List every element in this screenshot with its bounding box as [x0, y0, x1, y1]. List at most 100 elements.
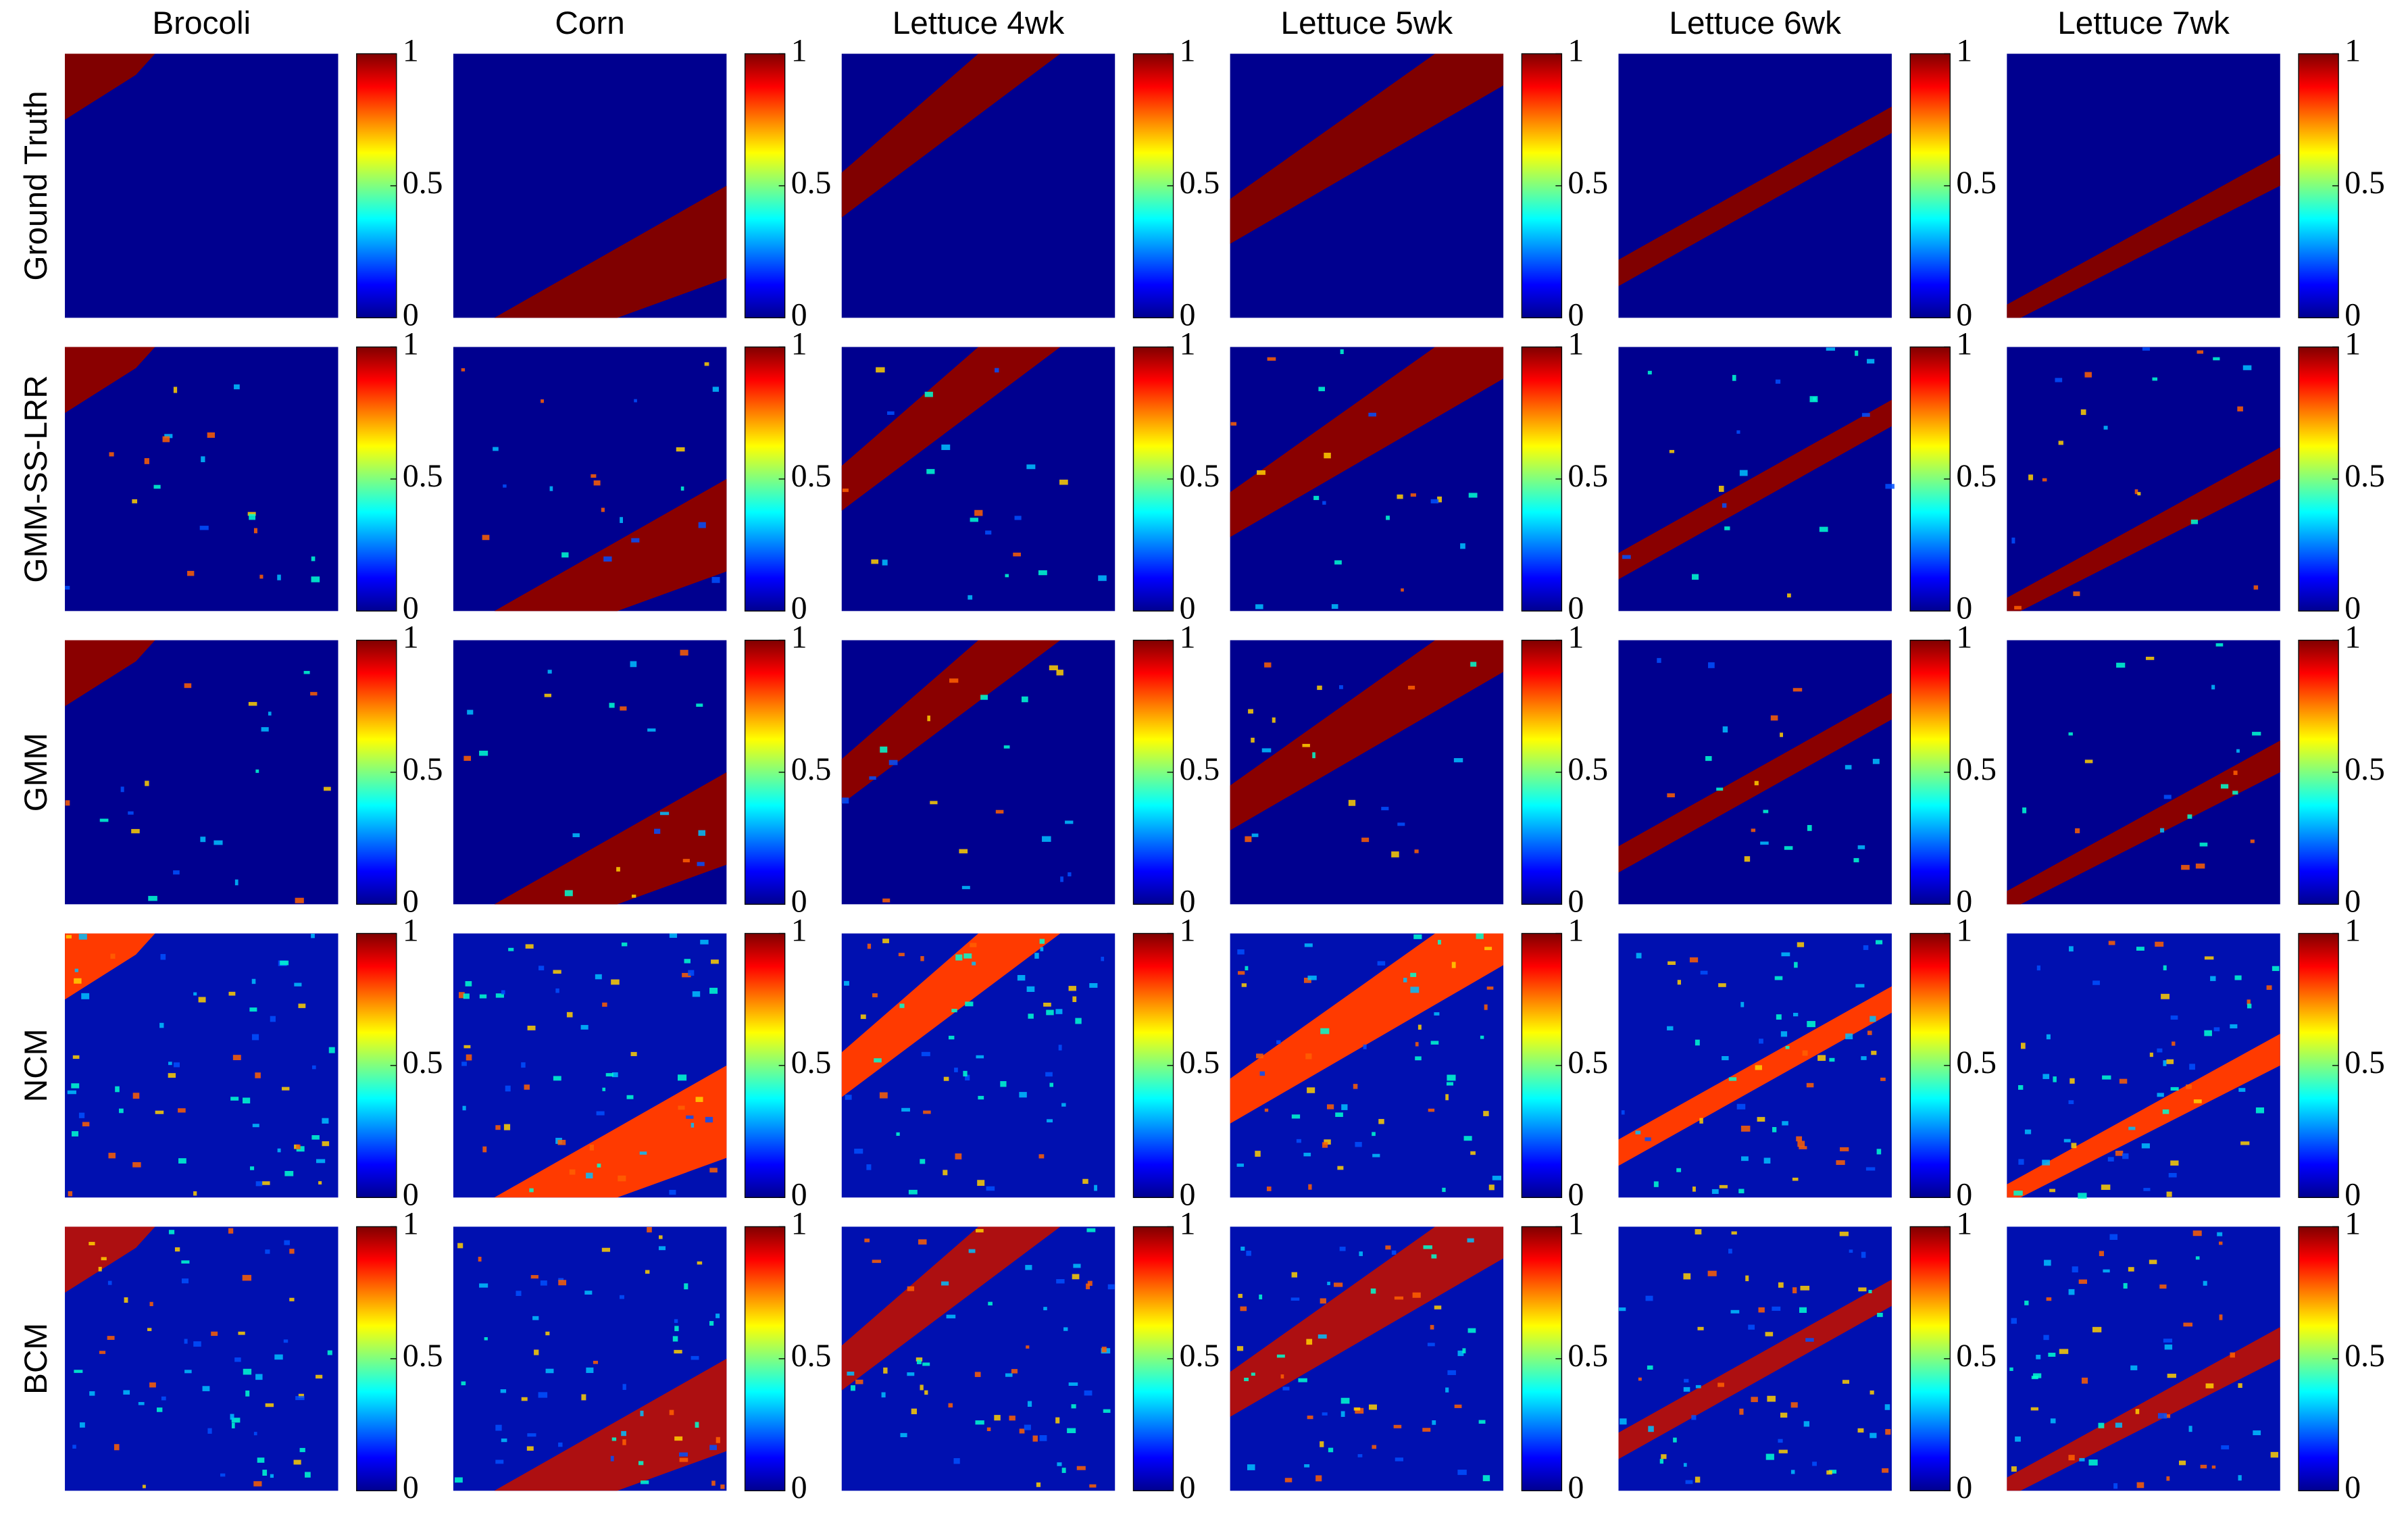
speckle	[2068, 732, 2073, 736]
speckle	[2145, 656, 2155, 660]
speckle	[544, 693, 552, 697]
speckle	[974, 1372, 981, 1377]
speckle	[1870, 1432, 1877, 1439]
speckle	[1740, 1001, 1745, 1007]
speckle	[1740, 1125, 1751, 1132]
speckle	[1805, 1338, 1814, 1342]
speckle	[1414, 849, 1419, 853]
speckle	[261, 727, 269, 732]
speckle	[1468, 1328, 1476, 1333]
speckle	[641, 1480, 649, 1484]
speckle	[601, 1247, 611, 1252]
speckle	[1638, 1377, 1642, 1381]
speckle	[1855, 984, 1865, 988]
speckle	[538, 966, 545, 971]
speckle	[541, 399, 544, 403]
speckle	[1428, 1108, 1435, 1112]
speckle	[1792, 1177, 1799, 1181]
speckle	[640, 1410, 644, 1416]
speckle	[1355, 1142, 1362, 1147]
speckle	[2053, 1076, 2057, 1082]
speckle	[1695, 1476, 1701, 1483]
speckle	[1731, 1231, 1737, 1235]
colorbar-tick-label: 0.5	[403, 1045, 443, 1080]
speckle	[621, 1430, 626, 1437]
speckle	[1796, 1136, 1803, 1142]
speckle	[2084, 759, 2093, 764]
speckle	[65, 800, 70, 806]
speckle	[1877, 1312, 1883, 1318]
speckle	[2078, 1279, 2088, 1284]
speckle	[1291, 1272, 1298, 1278]
abundance-band	[1618, 986, 1892, 1166]
colorbar-tick-label: 0.5	[1956, 751, 1997, 787]
speckle	[2204, 1030, 2212, 1037]
speckle	[639, 1151, 647, 1155]
speckle	[1765, 1332, 1774, 1337]
speckle	[2058, 441, 2063, 445]
speckle	[1770, 715, 1778, 721]
speckle	[2071, 1143, 2077, 1149]
speckle	[709, 1445, 717, 1451]
colorbar-tick-label: 1	[1568, 912, 1584, 948]
speckle	[1401, 588, 1404, 592]
speckle	[173, 870, 180, 875]
speckle	[1236, 1346, 1244, 1351]
speckle	[1724, 526, 1730, 530]
speckle	[2221, 1445, 2230, 1450]
speckle	[1107, 1284, 1115, 1290]
speckle	[1460, 543, 1465, 549]
speckle	[1482, 1475, 1490, 1482]
speckle	[1492, 1176, 1501, 1180]
abundance-band	[494, 772, 727, 905]
speckle	[716, 1314, 720, 1318]
speckle	[1317, 685, 1322, 691]
speckle	[516, 1291, 522, 1296]
speckle	[1689, 957, 1699, 963]
speckle	[161, 1396, 166, 1401]
speckle	[289, 1297, 295, 1301]
speckle	[1667, 793, 1675, 797]
speckle	[296, 1144, 301, 1149]
speckle	[1849, 1249, 1853, 1253]
speckle	[123, 1390, 130, 1395]
speckle	[1772, 1306, 1781, 1311]
speckle	[1635, 1130, 1641, 1134]
speckle	[503, 1124, 511, 1130]
speckle	[2116, 662, 2126, 668]
speckle	[462, 1105, 466, 1111]
speckle	[899, 1003, 905, 1008]
speckle	[2230, 1024, 2238, 1028]
speckle	[99, 818, 109, 822]
speckle	[1792, 1012, 1799, 1017]
speckle	[1038, 1154, 1045, 1159]
speckle	[688, 970, 695, 976]
speckle	[303, 670, 310, 674]
speckle	[968, 1249, 976, 1253]
speckle	[230, 1414, 234, 1420]
colorbar-tick-label: 0.5	[1180, 165, 1220, 201]
speckle	[896, 1132, 900, 1136]
speckle	[1040, 947, 1044, 951]
speckle	[68, 1191, 73, 1197]
speckle	[619, 1295, 624, 1299]
colorbar-tick-label: 1	[1956, 619, 1972, 655]
speckle	[882, 939, 889, 943]
speckle	[620, 517, 623, 524]
speckle	[920, 1159, 926, 1164]
speckle	[1845, 1033, 1853, 1040]
colorbar	[1521, 346, 1563, 612]
speckle	[883, 1367, 888, 1374]
speckle	[2195, 1256, 2200, 1260]
speckle	[2022, 807, 2027, 814]
speckle	[2115, 1151, 2124, 1156]
speckle	[2036, 965, 2040, 971]
speckle	[2115, 1422, 2122, 1428]
speckle	[630, 1051, 637, 1057]
speckle	[712, 386, 719, 392]
speckle	[311, 1135, 320, 1140]
speckle	[882, 559, 888, 566]
speckle	[1308, 1184, 1312, 1190]
speckle	[1276, 1354, 1285, 1358]
